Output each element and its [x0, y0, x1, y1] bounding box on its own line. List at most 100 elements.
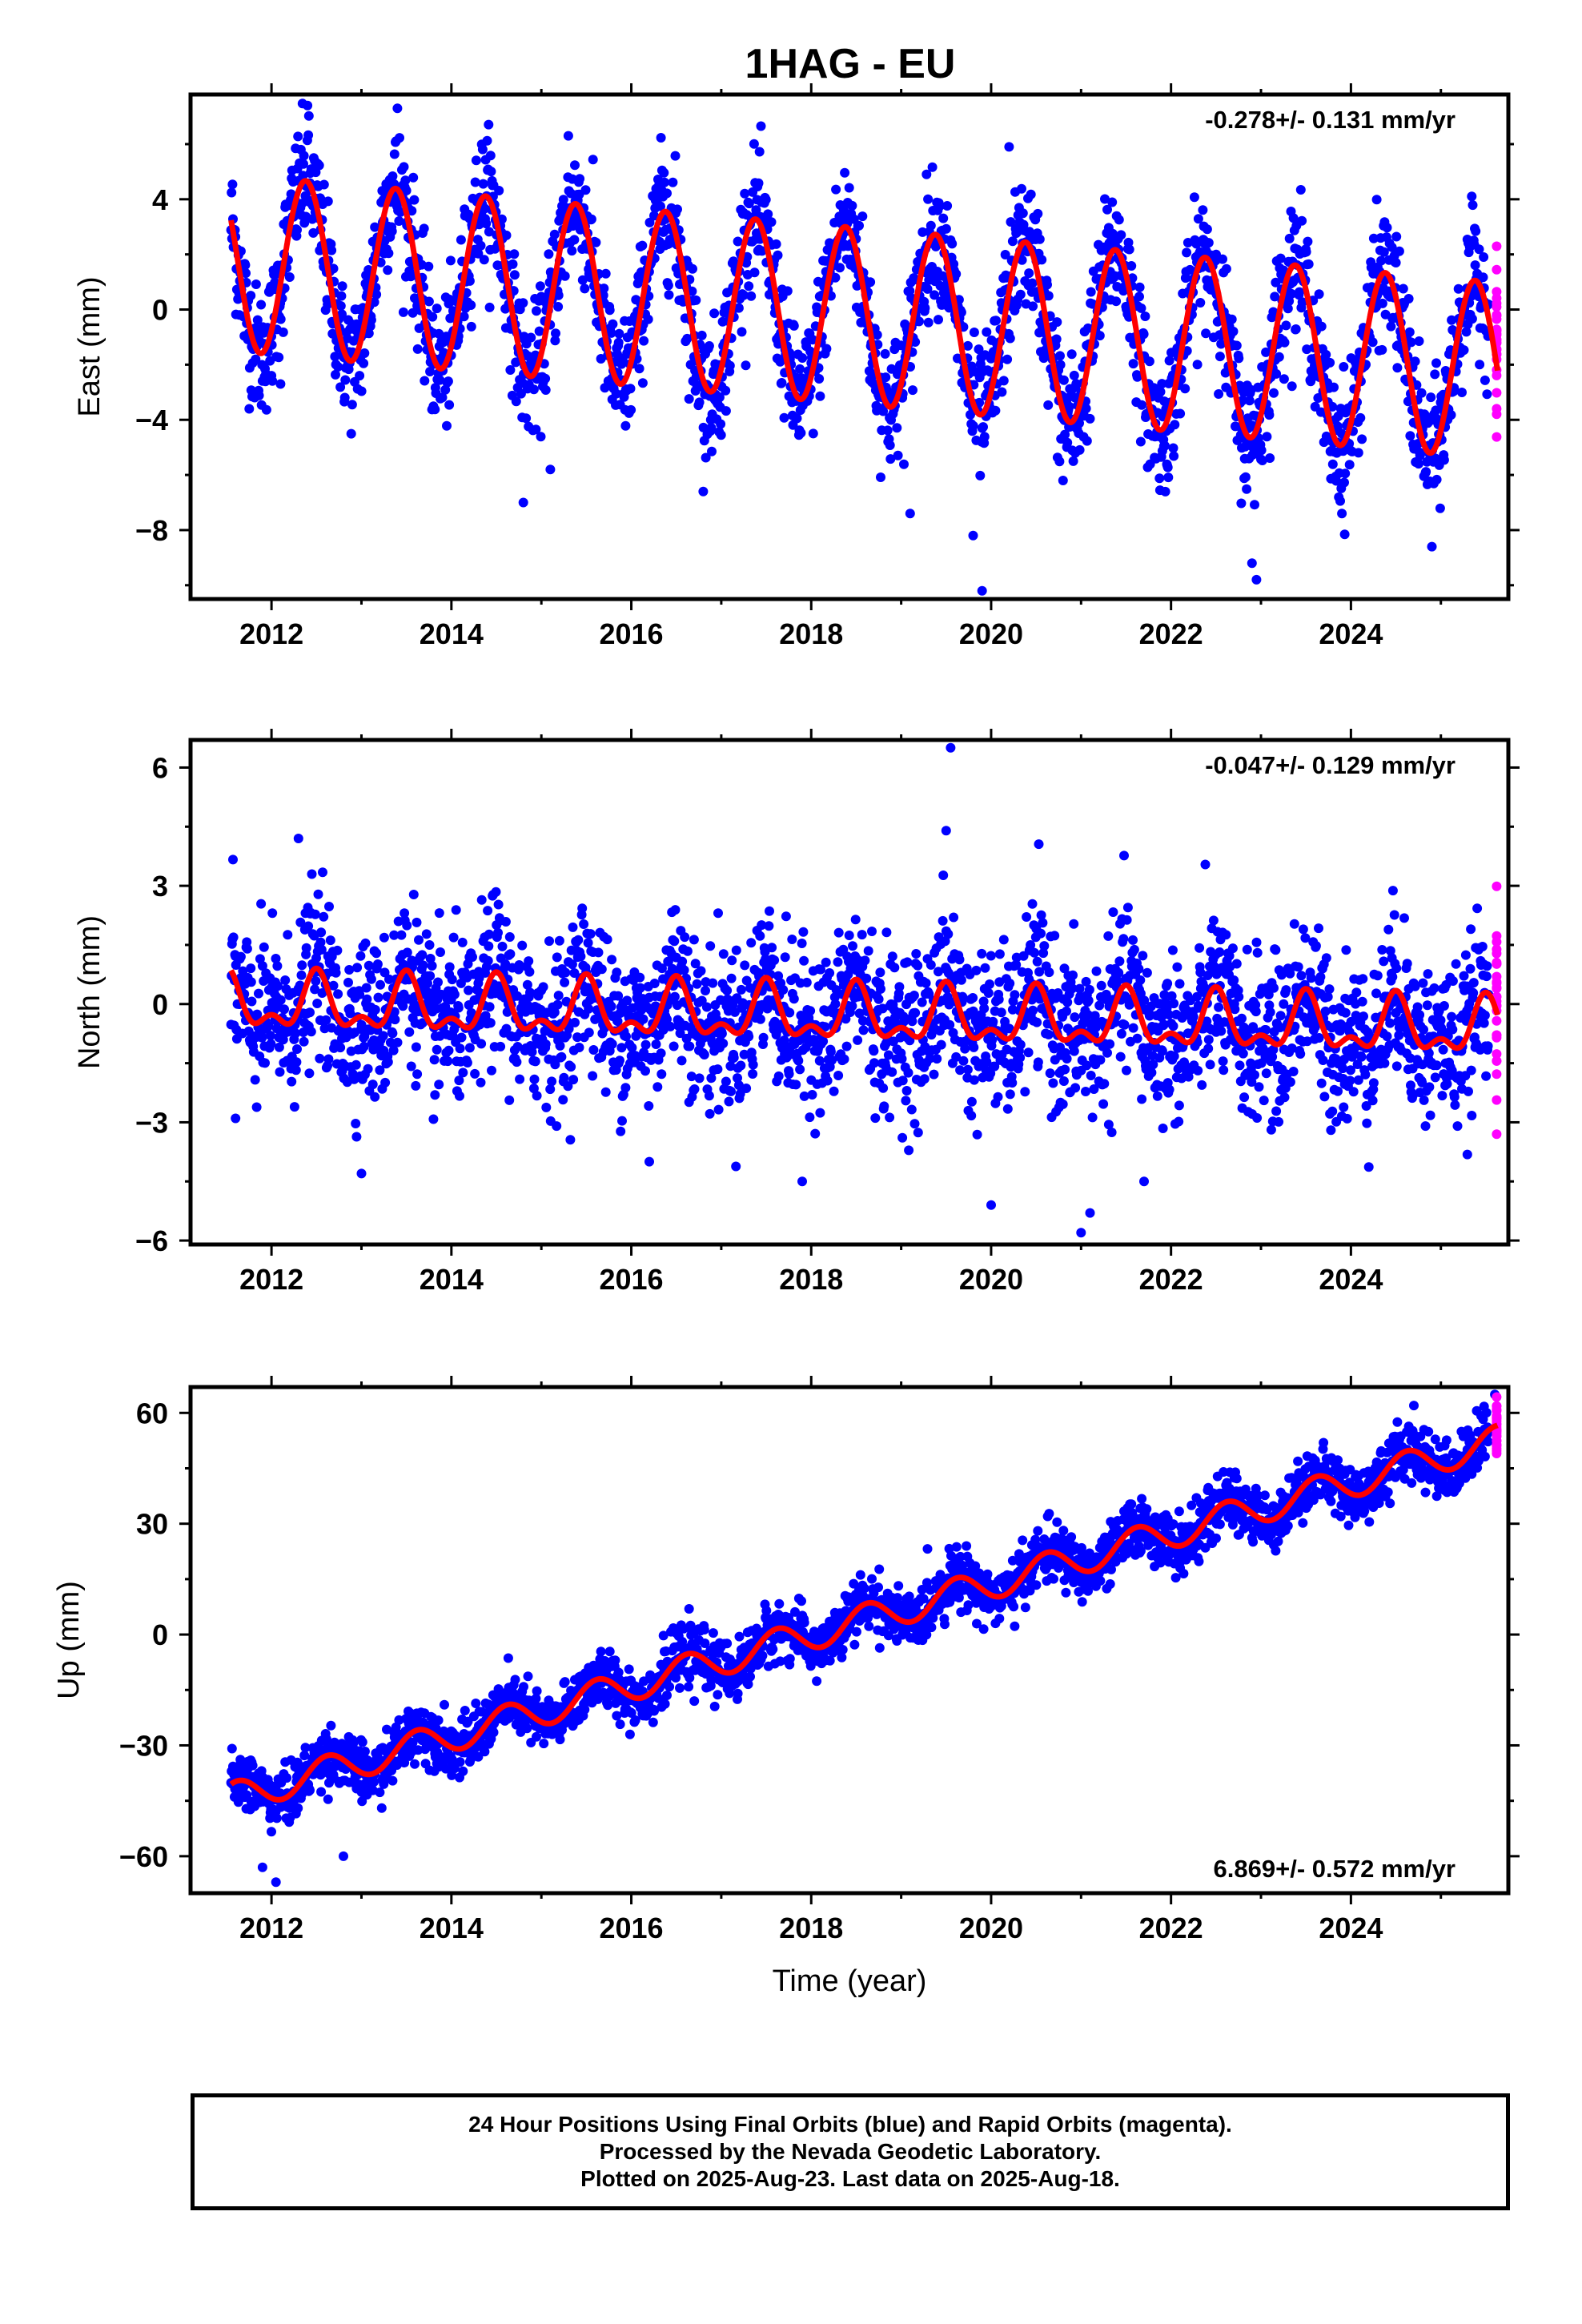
- data-point: [275, 1067, 285, 1077]
- data-point: [526, 332, 536, 343]
- data-point: [707, 446, 717, 456]
- data-point: [387, 1028, 398, 1039]
- data-point: [602, 935, 612, 945]
- data-point: [668, 177, 678, 187]
- data-point: [821, 344, 832, 354]
- data-point: [991, 316, 1001, 326]
- data-point: [1318, 1055, 1328, 1065]
- data-point: [553, 991, 564, 1001]
- data-point: [869, 1046, 879, 1056]
- data-point: [361, 983, 371, 993]
- data-point: [1339, 1102, 1349, 1112]
- data-point: [347, 400, 357, 410]
- data-point: [979, 432, 990, 442]
- data-point: [717, 1028, 727, 1039]
- data-point: [1189, 192, 1199, 203]
- data-point: [1242, 944, 1252, 955]
- data-point: [425, 971, 436, 981]
- data-point: [1338, 1063, 1348, 1074]
- data-point: [741, 360, 751, 371]
- data-point: [997, 387, 1007, 397]
- data-point: [600, 268, 611, 279]
- data-point: [455, 1091, 464, 1101]
- data-point: [335, 301, 346, 311]
- data-point: [905, 509, 915, 519]
- data-point: [429, 1055, 440, 1065]
- data-point: [1362, 1118, 1372, 1128]
- data-point: [1410, 356, 1420, 367]
- data-point: [310, 909, 320, 919]
- data-point: [478, 179, 488, 189]
- data-point: [1172, 962, 1182, 972]
- data-point: [424, 940, 435, 950]
- data-point: [815, 391, 825, 401]
- data-point: [904, 1145, 914, 1156]
- data-point: [1404, 327, 1415, 337]
- data-point: [773, 1071, 784, 1081]
- data-point: [729, 1052, 739, 1063]
- data-point: [779, 412, 789, 423]
- data-point: [887, 1067, 897, 1077]
- data-point: [705, 1108, 715, 1119]
- data-point: [484, 227, 494, 237]
- data-point: [1298, 924, 1308, 935]
- data-point: [1254, 1082, 1264, 1092]
- data-point: [617, 1116, 627, 1126]
- data-point: [1327, 1106, 1338, 1116]
- data-point: [370, 1004, 380, 1015]
- data-point: [1116, 1028, 1126, 1039]
- data-point: [684, 394, 694, 404]
- data-point: [1135, 436, 1146, 447]
- data-point: [477, 144, 488, 155]
- data-point: [996, 1007, 1006, 1018]
- data-point: [1208, 915, 1219, 926]
- data-point: [346, 428, 356, 439]
- data-point: [319, 179, 329, 190]
- data-point: [1259, 1096, 1269, 1106]
- data-point: [552, 952, 562, 963]
- data-point: [1427, 541, 1437, 552]
- data-point: [521, 413, 532, 424]
- y-tick-label: −4: [135, 404, 168, 436]
- data-point: [433, 977, 443, 987]
- data-point: [412, 344, 423, 354]
- data-point: [440, 384, 451, 395]
- data-point: [829, 1086, 839, 1096]
- data-point: [1341, 945, 1351, 955]
- data-point: [484, 941, 494, 951]
- data-point: [1337, 509, 1347, 519]
- data-point: [932, 1054, 942, 1064]
- data-point: [505, 949, 516, 959]
- data-point: [351, 1119, 361, 1128]
- data-point: [339, 392, 350, 403]
- data-point: [509, 249, 520, 259]
- data-point: [1359, 1011, 1368, 1022]
- data-point: [968, 530, 978, 541]
- data-point: [1039, 941, 1050, 951]
- data-point: [858, 1025, 869, 1035]
- data-point: [744, 199, 754, 209]
- data-point: [505, 365, 516, 375]
- data-point: [308, 227, 319, 238]
- data-point: [903, 1068, 913, 1078]
- data-point: [1164, 1084, 1174, 1095]
- data-point: [1325, 357, 1335, 368]
- data-point: [1333, 1086, 1343, 1096]
- data-point: [555, 1040, 565, 1051]
- data-point: [435, 375, 445, 385]
- data-point: [1221, 263, 1231, 274]
- data-point: [1108, 907, 1118, 917]
- data-point: [387, 226, 397, 236]
- data-point: [323, 1054, 334, 1064]
- data-point: [260, 1058, 270, 1068]
- data-point: [749, 139, 759, 149]
- data-point: [444, 1045, 454, 1055]
- data-point: [792, 413, 802, 424]
- data-point: [704, 1091, 714, 1101]
- data-point: [850, 915, 861, 925]
- data-point: [1134, 963, 1144, 974]
- data-point: [782, 286, 793, 296]
- data-point: [1068, 456, 1078, 466]
- data-point: [739, 290, 749, 300]
- data-point: [1122, 1065, 1131, 1076]
